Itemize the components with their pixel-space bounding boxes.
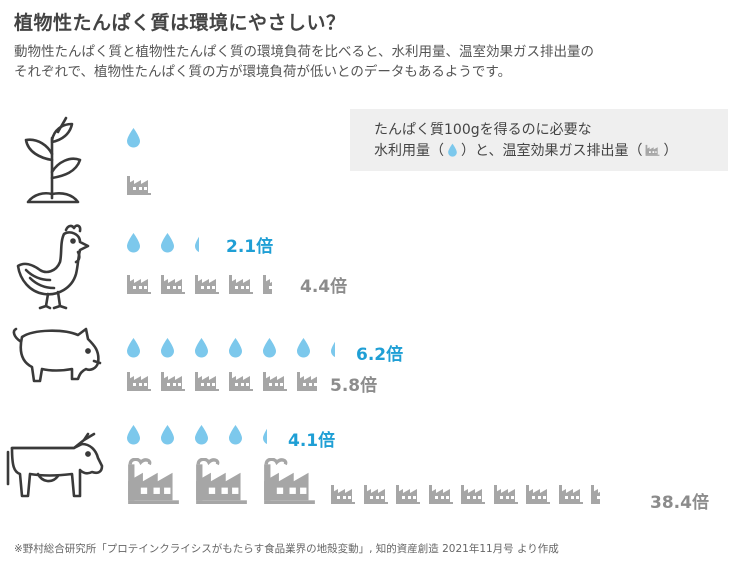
plant-water-row (126, 127, 146, 149)
footnote: ※野村総合研究所「プロテインクライシスがもたらす食品業界の地殻変動」, 知的資産… (14, 543, 559, 555)
legend-gas-label: ）と、温室効果ガス排出量（ (461, 143, 643, 159)
cow-water-ratio: 4.1倍 (288, 431, 336, 451)
cow-water-row (126, 424, 286, 446)
factory-icon (263, 372, 287, 391)
chicken-water-ratio: 2.1倍 (226, 237, 274, 257)
chicken-icon (16, 224, 90, 310)
chicken-gas-row (126, 272, 296, 294)
subtitle-line-1: 動物性たんぱく質と植物性たんぱく質の環境負荷を比べると、水利用量、温室効果ガス排… (14, 44, 594, 60)
factory-icon (396, 485, 420, 504)
factory-icon (526, 485, 550, 504)
water-drop-icon (297, 338, 310, 358)
water-drop-icon (161, 233, 174, 253)
factory-icon (263, 275, 272, 294)
chicken-gas-ratio: 4.4倍 (300, 277, 348, 297)
factory-icon (331, 485, 355, 504)
subtitle-line-2: それぞれで、植物性たんぱく質の方が環境負荷が低いとのデータもあるようです。 (14, 64, 512, 80)
water-drop-icon (263, 338, 276, 358)
factory-icon (128, 458, 179, 504)
water-drop-icon (127, 338, 140, 358)
factory-icon (161, 275, 185, 294)
factory-icon (493, 485, 518, 504)
water-drop-icon (195, 425, 208, 445)
factory-icon (195, 372, 219, 391)
factory-icon (161, 372, 185, 391)
water-drop-icon (127, 128, 140, 148)
legend-close: ） (663, 143, 678, 159)
factory-icon (127, 275, 151, 294)
water-drop-icon (229, 425, 242, 445)
water-drop-icon (331, 341, 335, 357)
pig-gas-ratio: 5.8倍 (330, 376, 378, 396)
chicken-water-row (126, 232, 226, 254)
cow-gas-ratio: 38.4倍 (650, 493, 709, 513)
legend-text: たんぱく質100gを得るのに必要な 水利用量（ ）と、温室効果ガス排出量（ ） (374, 120, 677, 162)
water-drop-icon (195, 338, 208, 358)
pig-gas-row (126, 369, 326, 391)
factory-icon (461, 485, 485, 504)
water-drop-icon (195, 236, 199, 252)
sprout-icon (24, 116, 82, 204)
cow-gas-row (126, 458, 646, 504)
water-drop-icon (161, 338, 174, 358)
factory-icon (195, 275, 219, 294)
factory-icon (127, 176, 151, 195)
factory-icon (229, 372, 253, 391)
legend-box: たんぱく質100gを得るのに必要な 水利用量（ ）と、温室効果ガス排出量（ ） (350, 109, 728, 171)
plant-gas-row (126, 173, 152, 195)
factory-icon (196, 458, 247, 504)
water-drop-icon (229, 338, 242, 358)
page-title: 植物性たんぱく質は環境にやさしい？ (14, 12, 346, 34)
pig-icon (12, 327, 102, 383)
legend-line-1: たんぱく質100gを得るのに必要な (374, 122, 592, 138)
legend-water-label: 水利用量（ (374, 143, 444, 159)
factory-icon (127, 372, 151, 391)
water-drop-icon (127, 425, 140, 445)
water-drop-icon (448, 143, 457, 157)
factory-icon (428, 485, 453, 504)
cow-icon (6, 432, 104, 498)
water-drop-icon (263, 428, 267, 444)
water-drop-icon (161, 425, 174, 445)
factory-icon (264, 458, 315, 504)
pig-water-ratio: 6.2倍 (356, 345, 404, 365)
factory-icon (591, 485, 600, 504)
subtitle: 動物性たんぱく質と植物性たんぱく質の環境負荷を比べると、水利用量、温室効果ガス排… (14, 42, 736, 82)
factory-icon (363, 485, 388, 504)
pig-water-row (126, 337, 356, 359)
factory-icon (646, 144, 660, 156)
factory-icon (229, 275, 253, 294)
factory-icon (297, 372, 317, 391)
water-drop-icon (127, 233, 140, 253)
factory-icon (558, 485, 583, 504)
legend-line-2: 水利用量（ ）と、温室効果ガス排出量（ ） (374, 141, 677, 162)
